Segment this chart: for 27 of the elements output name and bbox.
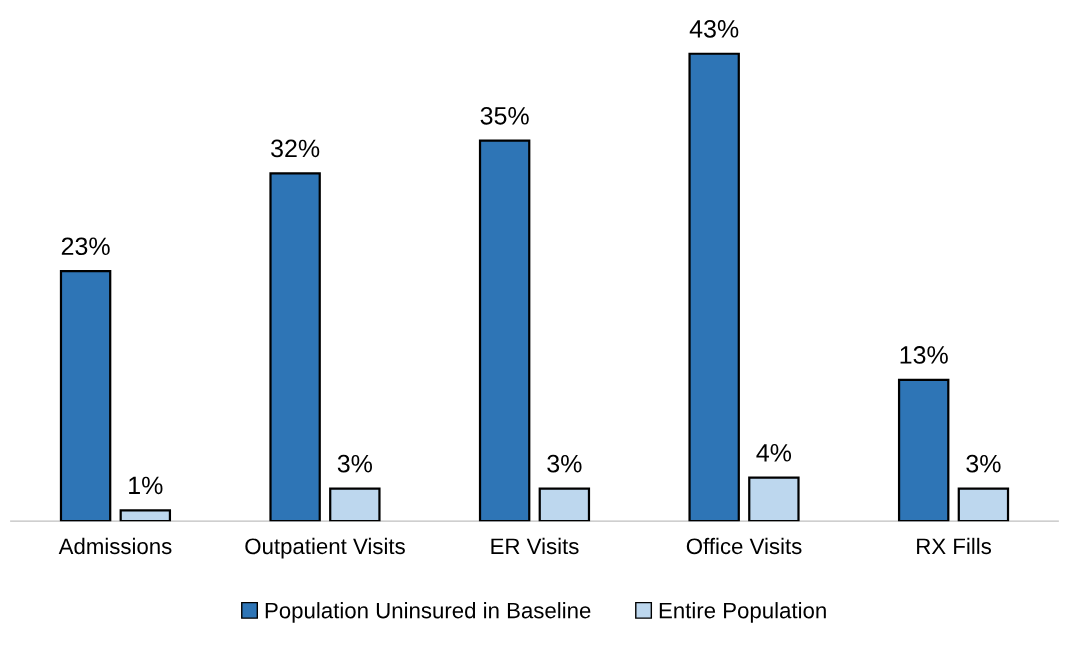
bar [269, 172, 321, 522]
data-label: 32% [271, 139, 320, 158]
data-label: 3% [337, 454, 373, 473]
x-tick-label: Outpatient Visits [245, 537, 405, 559]
x-tick-label: ER Visits [491, 537, 579, 555]
bar [748, 476, 800, 522]
bar [329, 487, 381, 522]
bar [478, 139, 531, 522]
legend-label: Entire Population [659, 602, 826, 623]
data-label: 4% [756, 444, 792, 462]
data-label: 3% [966, 454, 1001, 473]
legend-label: Population Uninsured in Baseline [265, 602, 591, 623]
x-tick-label: RX Fills [917, 537, 992, 555]
data-label: 23% [61, 237, 110, 256]
data-label: 3% [547, 454, 582, 473]
bar [59, 270, 112, 522]
data-label: 43% [689, 20, 739, 38]
data-label: 13% [900, 346, 948, 364]
data-label: 1% [129, 476, 163, 495]
x-tick-label: Office Visits [686, 537, 802, 555]
x-tick-label: Admissions [58, 537, 172, 555]
bar [897, 378, 950, 522]
bar [538, 487, 591, 522]
bar [688, 52, 740, 522]
data-label: 35% [480, 106, 529, 125]
bar [957, 487, 1010, 522]
bar [119, 509, 172, 522]
